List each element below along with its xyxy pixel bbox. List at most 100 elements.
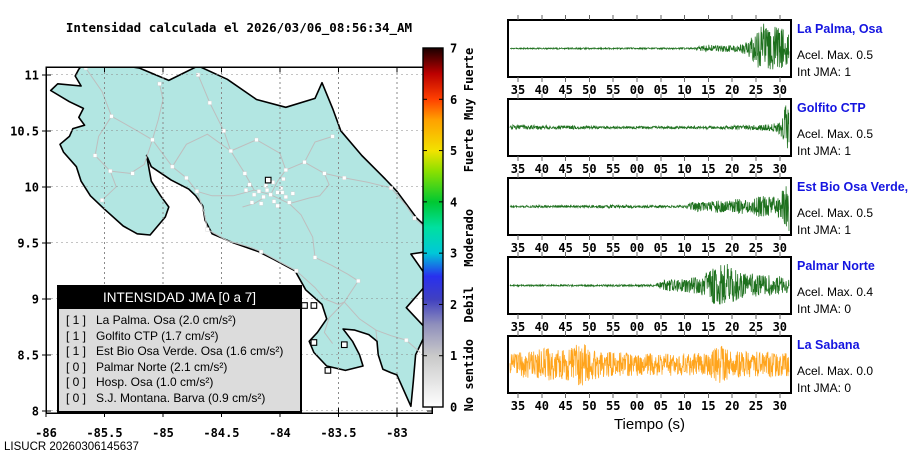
seismogram-time-tick-label: 00 [630,320,644,334]
seismogram-time-tick-label: 35 [511,83,525,97]
legend-rows: [ 1 ] La Palma. Osa (2.0 cm/s²) [ 1 ] Golf… [59,309,300,411]
station-name: Est Bio Osa Verde, Osa [797,180,910,194]
legend-intensity-value: [ 1 ] [66,344,87,358]
map-lat-tick-label: 9 [32,292,39,306]
legend-row: [ 1 ] La Palma. Osa (2.0 cm/s²) [66,313,296,329]
seismogram-time-tick-label: 00 [630,241,644,255]
seismogram-trace-4 [509,344,790,386]
seismogram-time-tick-label: 40 [535,162,549,176]
legend-intensity-value: [ 1 ] [66,328,87,343]
seismogram-time-tick-label: 20 [725,399,739,413]
colorbar-category-label: Moderado [462,209,476,267]
seismogram-time-tick-label: 05 [654,399,668,413]
seismogram-time-tick-label: 25 [749,162,763,176]
station-accel: Acel. Max. 0.5 [797,206,874,220]
seismogram-time-tick-label: 55 [606,320,620,334]
seismogram-time-tick-label: 45 [558,320,572,334]
seismogram-time-tick-label: 25 [749,241,763,255]
station-info: Palmar Norte Acel. Max. 0.4 Int JMA: 0 [797,259,909,317]
map-lat-tick-label: 8.5 [17,348,39,362]
colorbar-tick-label: 3 [450,247,457,261]
station-name: Palmar Norte [797,259,875,273]
colorbar-tick-label: 1 [450,349,457,363]
intensity-legend: INTENSIDAD JMA [0 a 7] [ 1 ] La Palma. Os… [57,285,302,413]
seismogram-time-tick-label: 45 [558,83,572,97]
seismogram-time-tick-label: 55 [606,162,620,176]
seismogram-time-tick-label: 55 [606,399,620,413]
costa-rica-landmass [49,67,432,408]
seismogram-time-tick-label: 40 [535,399,549,413]
seismogram-time-tick-label: 30 [773,320,787,334]
seismogram-trace-1 [509,105,790,149]
station-jma: Int JMA: 1 [797,223,852,237]
map-lat-tick-label: 9.5 [17,236,39,250]
legend-intensity-value: [ 0 ] [66,359,87,374]
seismogram-panel-3: 35 40 45 50 55 00 05 10 15 20 25 30 [507,252,792,334]
seismogram-time-tick-label: 10 [677,83,691,97]
seismogram-time-tick-label: 15 [701,162,715,176]
seismogram-time-tick-label: 25 [749,83,763,97]
seismogram-time-tick-label: 15 [701,320,715,334]
seismogram-time-tick-label: 35 [511,320,525,334]
station-jma: Int JMA: 1 [797,144,852,158]
legend-intensity-value: [ 0 ] [66,390,87,405]
intensity-colorbar: 0 1 2 3 4 5 6 7 No sentido Debil Moderado Fuerte Muy… [422,42,476,415]
station-name: Golfito CTP [797,101,866,115]
seismogram-time-tick-label: 00 [630,399,644,413]
station-jma: Int JMA: 1 [797,65,852,79]
seismogram-time-tick-label: 30 [773,241,787,255]
map-lat-tick-label: 8 [32,404,39,418]
seismogram-time-tick-label: 25 [749,399,763,413]
seismogram-time-tick-label: 30 [773,399,787,413]
seismogram-time-tick-label: 55 [606,241,620,255]
seismogram-time-tick-label: 20 [725,320,739,334]
map-lon-tick-label: -85 [152,426,174,440]
legend-row: [ 0 ] Palmar Norte (2.1 cm/s²) [66,360,296,376]
seismogram-time-tick-label: 20 [725,162,739,176]
colorbar-tick-label: 2 [450,298,457,312]
town-markers [83,67,417,343]
seismogram-trace-2 [509,186,790,232]
colorbar-tick-label: 4 [450,195,457,209]
colorbar-tick-label: 5 [450,144,457,158]
seismogram-time-tick-label: 45 [558,162,572,176]
legend-title: INTENSIDAD JMA [0 a 7] [59,287,300,309]
legend-station-label: Palmar Norte (2.1 cm/s²) [96,359,228,374]
seismogram-time-tick-label: 05 [654,320,668,334]
seismogram-time-tick-label: 10 [677,320,691,334]
legend-row: [ 1 ] Est Bio Osa Verde. Osa (1.6 cm/s²) [66,344,296,360]
map-lon-tick-label: -83 [386,426,408,440]
colorbar-tick-label: 0 [450,401,457,415]
legend-station-label: La Palma. Osa (2.0 cm/s²) [96,313,237,327]
map-grid [45,67,432,413]
colorbar-category-label: Muy Fuerte [462,48,476,120]
map-lon-tick-label: -84.5 [203,426,239,440]
colorbar-category-label: Debil [462,286,476,322]
seismogram-panel-4: 35 40 45 50 55 00 05 10 15 20 25 30 [507,331,792,413]
seismogram-time-tick-label: 10 [677,399,691,413]
seismogram-time-tick-label: 25 [749,320,763,334]
station-jma: Int JMA: 0 [797,381,852,395]
station-accel: Acel. Max. 0.5 [797,48,874,62]
seismogram-time-tick-label: 40 [535,320,549,334]
map-lat-tick-label: 10 [25,180,39,194]
legend-station-label: S.J. Montana. Barva (0.9 cm/s²) [96,390,266,405]
seismogram-time-tick-label: 15 [701,399,715,413]
legend-row: [ 1 ] Golfito CTP (1.7 cm/s²) [66,329,296,345]
station-accel: Acel. Max. 0.4 [797,285,874,299]
legend-intensity-value: [ 0 ] [66,375,87,389]
seismogram-time-tick-label: 30 [773,162,787,176]
map-title: Intensidad calculada el 2026/03/06_08:56… [65,20,413,35]
legend-station-label: Est Bio Osa Verde. Osa (1.6 cm/s²) [96,344,284,358]
seismogram-time-tick-label: 50 [582,83,596,97]
seismogram-time-tick-label: 05 [654,162,668,176]
seismogram-time-tick-label: 35 [511,399,525,413]
seismogram-time-tick-label: 50 [582,241,596,255]
seismogram-time-tick-label: 10 [677,241,691,255]
seismogram-time-tick-label: 05 [654,241,668,255]
seismogram-trace-3 [509,263,790,305]
time-axis-label: Tiempo (s) [613,416,686,433]
seismogram-time-tick-label: 10 [677,162,691,176]
colorbar-category-label: Fuerte [462,129,476,172]
